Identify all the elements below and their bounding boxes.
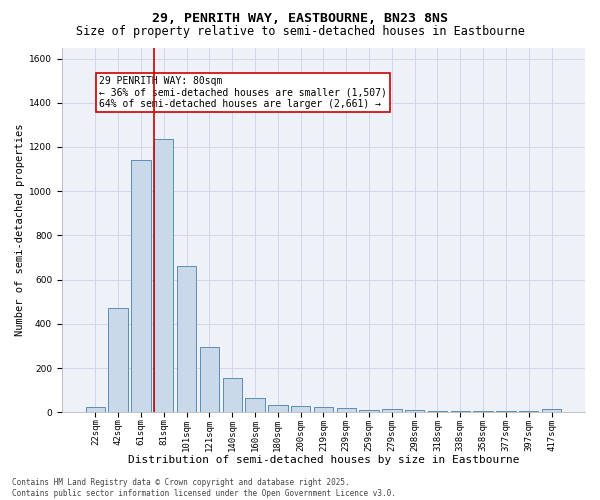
Bar: [291, 406, 310, 412]
Bar: [177, 266, 196, 412]
Bar: [337, 408, 356, 412]
Bar: [451, 411, 470, 412]
Text: Contains HM Land Registry data © Crown copyright and database right 2025.
Contai: Contains HM Land Registry data © Crown c…: [12, 478, 396, 498]
Bar: [382, 409, 401, 412]
Bar: [473, 411, 493, 412]
Bar: [109, 308, 128, 412]
Y-axis label: Number of semi-detached properties: Number of semi-detached properties: [15, 124, 25, 336]
Bar: [496, 411, 515, 412]
Bar: [542, 409, 561, 412]
Bar: [154, 140, 173, 412]
Text: 29, PENRITH WAY, EASTBOURNE, BN23 8NS: 29, PENRITH WAY, EASTBOURNE, BN23 8NS: [152, 12, 448, 26]
Bar: [131, 160, 151, 412]
Bar: [428, 411, 447, 412]
Bar: [359, 410, 379, 412]
Bar: [200, 347, 219, 412]
Bar: [223, 378, 242, 412]
X-axis label: Distribution of semi-detached houses by size in Eastbourne: Distribution of semi-detached houses by …: [128, 455, 519, 465]
Bar: [86, 407, 105, 412]
Bar: [314, 407, 333, 412]
Bar: [268, 404, 287, 412]
Text: 29 PENRITH WAY: 80sqm
← 36% of semi-detached houses are smaller (1,507)
64% of s: 29 PENRITH WAY: 80sqm ← 36% of semi-deta…: [99, 76, 386, 110]
Bar: [519, 411, 538, 412]
Text: Size of property relative to semi-detached houses in Eastbourne: Size of property relative to semi-detach…: [76, 25, 524, 38]
Bar: [245, 398, 265, 412]
Bar: [405, 410, 424, 412]
